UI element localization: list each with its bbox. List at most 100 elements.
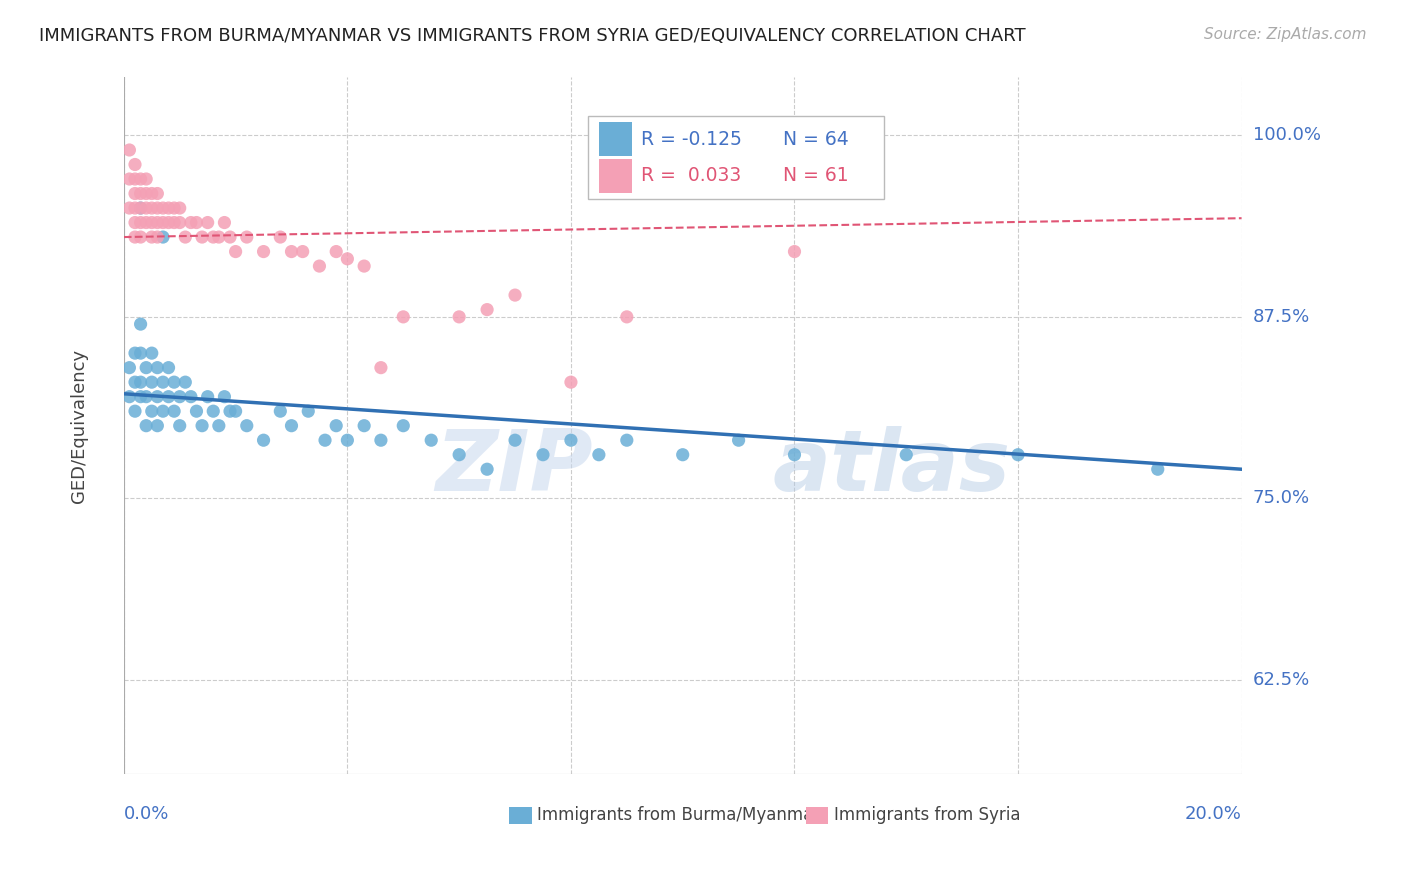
Point [141, 230, 163, 244]
Text: atlas: atlas [772, 426, 1011, 509]
Point [186, 215, 208, 229]
Point [118, 360, 141, 375]
Point [146, 360, 169, 375]
Point [124, 375, 146, 389]
Text: GED/Equivalency: GED/Equivalency [70, 349, 89, 503]
Point [141, 215, 163, 229]
Point [118, 172, 141, 186]
Point [370, 360, 392, 375]
Text: Source: ZipAtlas.com: Source: ZipAtlas.com [1204, 27, 1367, 42]
Bar [599, 159, 633, 193]
Point [191, 418, 214, 433]
Point [129, 186, 152, 201]
Point [135, 360, 157, 375]
Point [152, 201, 174, 215]
Point [157, 215, 180, 229]
Point [135, 186, 157, 201]
Text: ZIP: ZIP [436, 426, 593, 509]
Point [236, 418, 259, 433]
Point [588, 448, 610, 462]
Point [214, 215, 236, 229]
Point [336, 434, 359, 448]
Point [420, 434, 443, 448]
Point [783, 448, 806, 462]
Text: R =  0.033: R = 0.033 [641, 167, 741, 186]
Point [475, 462, 498, 476]
Point [157, 360, 180, 375]
Point [560, 375, 582, 389]
Point [129, 390, 152, 404]
Point [174, 230, 197, 244]
Text: 62.5%: 62.5% [1253, 671, 1310, 689]
Point [180, 390, 202, 404]
Point [392, 310, 415, 324]
Point [252, 244, 274, 259]
Point [392, 418, 415, 433]
Text: Immigrants from Burma/Myanmar: Immigrants from Burma/Myanmar [537, 806, 821, 824]
Point [118, 143, 141, 157]
Point [560, 434, 582, 448]
Point [129, 172, 152, 186]
Point [146, 390, 169, 404]
Point [219, 404, 242, 418]
Point [314, 434, 336, 448]
Point [146, 418, 169, 433]
Point [214, 390, 236, 404]
Point [124, 215, 146, 229]
Point [503, 288, 526, 302]
Point [152, 404, 174, 418]
Point [129, 215, 152, 229]
Point [297, 404, 319, 418]
Point [783, 244, 806, 259]
Point [616, 310, 638, 324]
Point [135, 418, 157, 433]
Point [146, 201, 169, 215]
Point [129, 201, 152, 215]
Point [449, 448, 471, 462]
Point [180, 215, 202, 229]
Point [129, 317, 152, 331]
Point [280, 418, 302, 433]
Point [118, 201, 141, 215]
Point [135, 201, 157, 215]
Point [1146, 462, 1168, 476]
Text: 87.5%: 87.5% [1253, 308, 1310, 326]
Point [124, 157, 146, 171]
Point [157, 201, 180, 215]
Point [152, 230, 174, 244]
Point [225, 244, 247, 259]
Point [163, 201, 186, 215]
Point [157, 390, 180, 404]
Point [1007, 448, 1029, 462]
Text: N = 61: N = 61 [783, 167, 849, 186]
Point [129, 375, 152, 389]
Text: IMMIGRANTS FROM BURMA/MYANMAR VS IMMIGRANTS FROM SYRIA GED/EQUIVALENCY CORRELATI: IMMIGRANTS FROM BURMA/MYANMAR VS IMMIGRA… [39, 27, 1026, 45]
Point [124, 346, 146, 360]
Point [141, 346, 163, 360]
Point [124, 172, 146, 186]
Text: N = 64: N = 64 [783, 129, 849, 149]
Point [280, 244, 302, 259]
Point [163, 215, 186, 229]
Point [129, 346, 152, 360]
Point [124, 201, 146, 215]
Point [141, 404, 163, 418]
Point [163, 375, 186, 389]
Point [336, 252, 359, 266]
Point [449, 310, 471, 324]
Point [141, 186, 163, 201]
Point [225, 404, 247, 418]
Point [202, 230, 225, 244]
Point [531, 448, 554, 462]
Point [169, 215, 191, 229]
Text: Immigrants from Syria: Immigrants from Syria [834, 806, 1021, 824]
Text: 100.0%: 100.0% [1253, 127, 1320, 145]
Point [616, 434, 638, 448]
Point [308, 259, 330, 273]
Point [208, 418, 231, 433]
Bar [806, 806, 828, 824]
Point [727, 434, 749, 448]
Point [129, 201, 152, 215]
Point [141, 375, 163, 389]
Point [169, 390, 191, 404]
